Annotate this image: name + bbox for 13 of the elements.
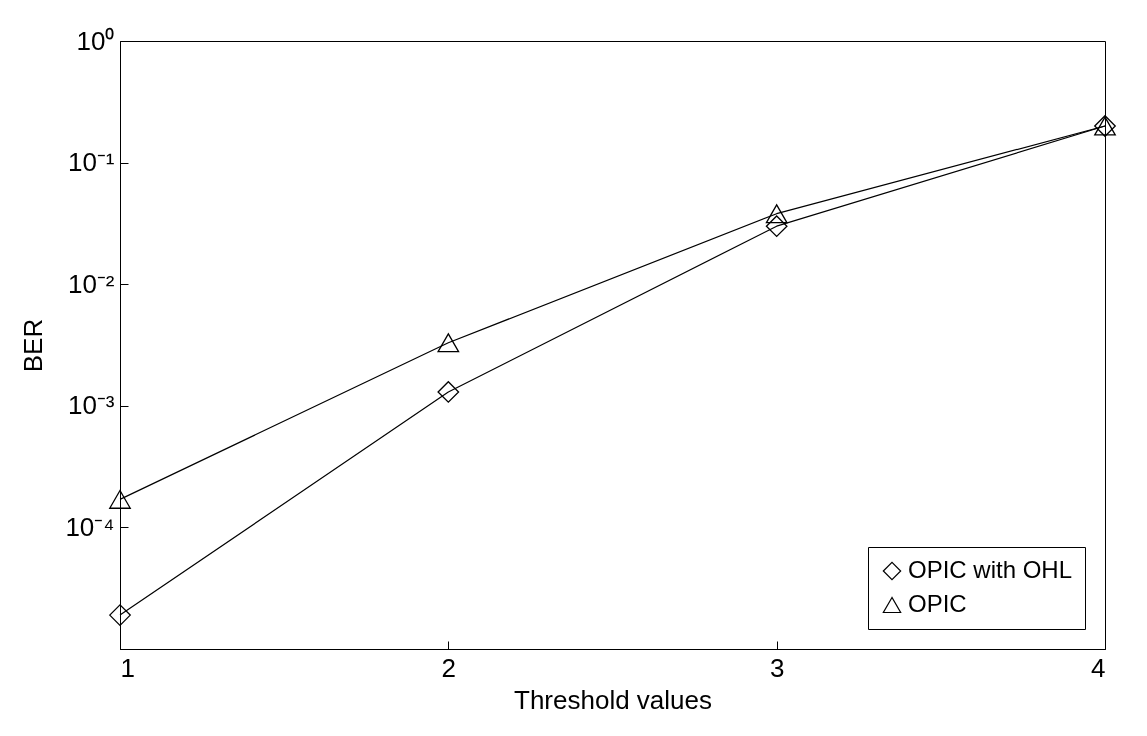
x-tick-label: 2 bbox=[441, 652, 457, 683]
x-tick-label: 3 bbox=[769, 652, 785, 683]
y-axis-title: BER bbox=[18, 318, 49, 373]
legend-label: OPIC bbox=[908, 590, 967, 617]
y-tick-label: 10⁻¹ bbox=[67, 147, 115, 178]
x-tick-label: 4 bbox=[1091, 652, 1106, 683]
y-tick-label: 10⁰ bbox=[76, 25, 115, 56]
y-tick-label: 10⁻⁴ bbox=[65, 511, 115, 542]
y-tick-label: 10⁻³ bbox=[67, 390, 115, 421]
x-tick-label: 1 bbox=[120, 652, 135, 683]
x-axis-title: Threshold values bbox=[514, 684, 712, 715]
legend-label: OPIC with OHL bbox=[908, 556, 1073, 583]
y-tick-label: 10⁻² bbox=[67, 268, 115, 299]
